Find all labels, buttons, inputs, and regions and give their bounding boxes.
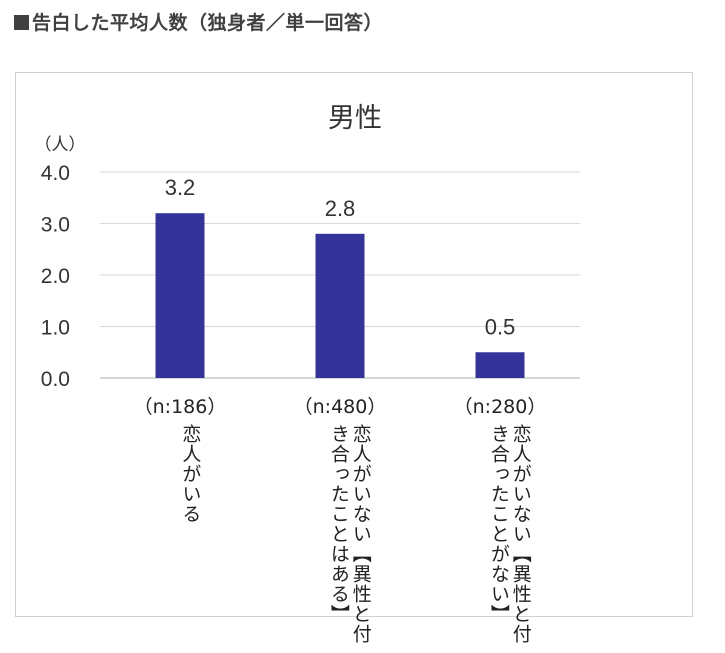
y-tick-label: 1.0	[41, 317, 70, 340]
square-bullet-icon	[14, 15, 29, 30]
category-label: 恋人がいる	[179, 424, 202, 524]
y-tick-label: 4.0	[41, 162, 70, 185]
data-label: 3.2	[165, 175, 196, 200]
category-label: 恋人がいない【異性と付 き合ったことがない】	[487, 424, 532, 644]
category-n-label: （n:480）	[293, 396, 387, 418]
category-n-label: （n:280）	[453, 396, 547, 418]
bar	[155, 213, 205, 378]
chart-title: 男性	[328, 103, 382, 134]
y-axis-unit-label: （人）	[35, 135, 86, 155]
y-tick-label: 2.0	[41, 265, 70, 288]
chart-frame	[15, 72, 693, 617]
y-tick-label: 0.0	[41, 368, 70, 391]
data-label: 0.5	[485, 314, 516, 339]
heading-text: 告白した平均人数（独身者／単一回答）	[32, 12, 384, 34]
data-label: 2.8	[325, 196, 356, 221]
category-label: 恋人がいない【異性と付 き合ったことはある】	[327, 424, 372, 644]
category-n-label: （n:186）	[133, 396, 227, 418]
y-tick-label: 3.0	[41, 214, 70, 237]
bar	[475, 352, 525, 378]
page-heading: 告白した平均人数（独身者／単一回答）	[14, 8, 383, 35]
bar	[315, 233, 365, 378]
